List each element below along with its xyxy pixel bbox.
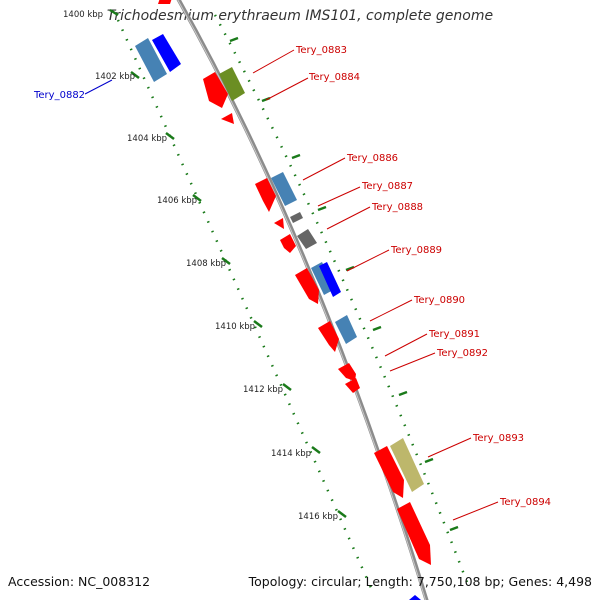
gene-label-tery-0888[interactable]: Tery_0888 xyxy=(371,202,423,213)
leader-line xyxy=(326,206,371,230)
gene-label-tery-0883[interactable]: Tery_0883 xyxy=(295,45,347,56)
gene-tery-0889[interactable] xyxy=(295,262,341,304)
ruler-label: 1416 kbp xyxy=(298,512,338,522)
gene-tery-0891[interactable] xyxy=(338,363,356,381)
leader-line xyxy=(427,437,472,458)
leader-line xyxy=(452,501,499,521)
gene-label-tery-0889[interactable]: Tery_0889 xyxy=(390,245,442,256)
genome-backbone xyxy=(176,0,429,600)
gene-tery-0884[interactable] xyxy=(219,67,245,101)
gene-label-tery-0882[interactable]: Tery_0882 xyxy=(33,90,85,101)
gene-tery-0882[interactable] xyxy=(135,34,181,82)
gene-tery-0886[interactable] xyxy=(255,172,297,212)
leader-line xyxy=(302,157,346,181)
leader-line xyxy=(346,249,390,272)
gene-label-tery-0890[interactable]: Tery_0890 xyxy=(413,295,465,306)
ruler-label: 1414 kbp xyxy=(271,449,311,459)
ruler-label: 1402 kbp xyxy=(95,72,135,82)
accession-text: Accession: NC_008312 xyxy=(8,574,151,589)
gene-arrow-partial-top[interactable] xyxy=(158,0,172,4)
ruler-label: 1408 kbp xyxy=(186,259,226,269)
gene-label-tery-0891[interactable]: Tery_0891 xyxy=(428,329,480,340)
leader-line xyxy=(369,299,413,322)
gene-label-tery-0894[interactable]: Tery_0894 xyxy=(499,497,551,508)
leader-line xyxy=(84,79,113,95)
ruler-label: 1410 kbp xyxy=(215,322,255,332)
ruler-label: 1406 kbp xyxy=(157,196,197,206)
leader-line xyxy=(389,352,436,372)
ruler-ticks-right xyxy=(229,36,459,532)
map-title: Trichodesmium erythraeum IMS101, complet… xyxy=(106,8,494,24)
gene-label-tery-0886[interactable]: Tery_0886 xyxy=(346,153,398,164)
leader-line xyxy=(317,186,361,207)
ruler-track-left xyxy=(116,19,374,591)
leader-line xyxy=(252,49,295,74)
gene-tery-0892[interactable] xyxy=(345,378,360,393)
ruler-ticks-left xyxy=(109,8,347,518)
genome-summary-text: Topology: circular; Length: 7,750,108 bp… xyxy=(248,574,592,589)
leader-line xyxy=(384,333,428,357)
gene-label-tery-0887[interactable]: Tery_0887 xyxy=(361,181,413,192)
gene-label-tery-0884[interactable]: Tery_0884 xyxy=(308,72,360,83)
gene-tery-0888[interactable] xyxy=(280,229,317,253)
gene-tery-0887[interactable] xyxy=(274,212,303,229)
gene-label-tery-0893[interactable]: Tery_0893 xyxy=(472,433,524,444)
leader-line xyxy=(265,77,309,101)
ruler-label: 1404 kbp xyxy=(127,134,167,144)
gene-tery-0883[interactable] xyxy=(203,72,228,108)
gene-tery-0893[interactable] xyxy=(374,438,424,498)
gene-tery-0894[interactable] xyxy=(397,502,431,565)
ruler-label: 1400 kbp xyxy=(63,10,103,20)
ruler-label: 1412 kbp xyxy=(243,385,283,395)
gene-small-arrow[interactable] xyxy=(221,113,234,124)
gene-label-tery-0892[interactable]: Tery_0892 xyxy=(436,348,488,359)
gene-arrow-partial-bottom[interactable] xyxy=(409,595,421,600)
gene-tery-0890[interactable] xyxy=(318,315,357,352)
